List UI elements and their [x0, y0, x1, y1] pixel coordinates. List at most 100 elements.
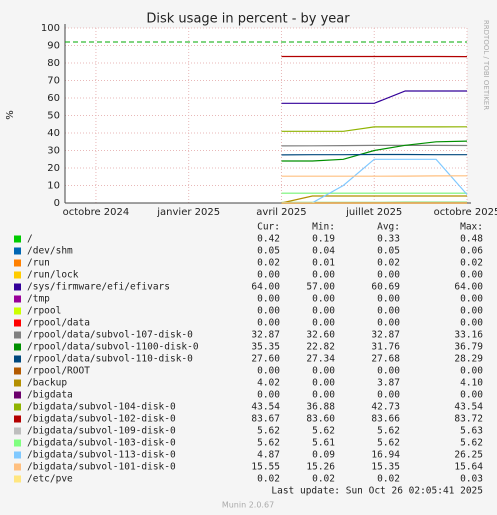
legend-label: /bigdata: [27, 390, 73, 401]
legend-label: /rpool/data/subvol-107-disk-0: [27, 330, 193, 341]
stat-value: 0.02: [257, 258, 280, 269]
stat-value: 0.00: [460, 306, 483, 317]
y-tick-label: 80: [47, 58, 60, 69]
legend-label: /: [27, 234, 33, 245]
stat-value: 0.33: [377, 234, 400, 245]
stat-value: 0.02: [377, 474, 400, 485]
stats-header: Cur:: [257, 222, 280, 233]
chart-title: Disk usage in percent - by year: [146, 12, 350, 27]
legend-swatch: [14, 379, 21, 387]
y-tick-label: 20: [47, 163, 60, 174]
legend-label: /run/lock: [27, 270, 79, 281]
stat-value: 0.00: [460, 366, 483, 377]
stat-value: 32.87: [371, 330, 400, 341]
legend-label: /bigdata/subvol-103-disk-0: [27, 438, 176, 449]
stat-value: 5.62: [257, 426, 280, 437]
stat-value: 64.00: [251, 282, 280, 293]
stat-value: 33.16: [454, 330, 483, 341]
legend-swatch: [14, 247, 21, 255]
stat-value: 43.54: [251, 402, 280, 413]
y-tick-label: 0: [54, 198, 60, 209]
stat-value: 0.00: [312, 390, 335, 401]
stat-value: 0.01: [312, 258, 335, 269]
stat-value: 15.26: [306, 462, 335, 473]
series-line: [281, 195, 467, 204]
stat-value: 0.00: [377, 306, 400, 317]
stat-value: 5.62: [257, 438, 280, 449]
stat-value: 0.00: [377, 270, 400, 281]
stat-value: 0.42: [257, 234, 280, 245]
stat-value: 0.00: [257, 318, 280, 329]
stat-value: 83.72: [454, 414, 483, 425]
x-tick-label: octobre 2024: [63, 207, 130, 218]
side-label: RRDTOOL / TOBI OETIKER: [482, 20, 490, 110]
y-tick-label: 50: [47, 111, 60, 122]
stat-value: 15.64: [454, 462, 483, 473]
stat-value: 0.04: [312, 246, 335, 257]
x-tick-label: octobre 2025: [434, 207, 497, 218]
stat-value: 0.02: [312, 474, 335, 485]
stat-value: 83.66: [371, 414, 400, 425]
stat-value: 32.87: [251, 330, 280, 341]
x-tick-label: avril 2025: [256, 207, 306, 218]
stat-value: 27.60: [251, 354, 280, 365]
stat-value: 15.55: [251, 462, 280, 473]
legend-label: /etc/pve: [27, 474, 73, 485]
stat-value: 36.88: [306, 402, 335, 413]
stat-value: 3.87: [377, 378, 400, 389]
legend-label: /tmp: [27, 294, 50, 305]
stat-value: 0.06: [460, 246, 483, 257]
stat-value: 0.00: [257, 306, 280, 317]
legend-swatch: [14, 331, 21, 339]
stat-value: 5.61: [312, 438, 335, 449]
legend-swatch: [14, 271, 21, 279]
stat-value: 0.00: [460, 318, 483, 329]
stat-value: 0.02: [460, 258, 483, 269]
stat-value: 0.48: [460, 234, 483, 245]
stat-value: 5.63: [460, 426, 483, 437]
stat-value: 0.00: [257, 294, 280, 305]
stat-value: 4.87: [257, 450, 280, 461]
stat-value: 0.05: [257, 246, 280, 257]
stat-value: 27.34: [306, 354, 335, 365]
legend-label: /rpool/data: [27, 318, 90, 329]
stat-value: 28.29: [454, 354, 483, 365]
stat-value: 0.00: [460, 270, 483, 281]
stat-value: 42.73: [371, 402, 400, 413]
stat-value: 0.00: [312, 378, 335, 389]
legend-swatch: [14, 355, 21, 363]
legend-swatch: [14, 463, 21, 471]
stat-value: 0.00: [377, 294, 400, 305]
y-tick-label: 10: [47, 181, 60, 192]
y-tick-label: 90: [47, 41, 60, 52]
series-line: [281, 144, 468, 147]
stat-value: 43.54: [454, 402, 483, 413]
legend-swatch: [14, 403, 21, 411]
stats-header: Max:: [460, 222, 483, 233]
x-tick-label: juillet 2025: [345, 207, 402, 218]
legend-label: /rpool: [27, 306, 61, 317]
y-tick-label: 40: [47, 128, 60, 139]
stat-value: 4.10: [460, 378, 483, 389]
legend-swatch: [14, 343, 21, 351]
legend-swatch: [14, 283, 21, 291]
legend-label: /bigdata/subvol-102-disk-0: [27, 414, 176, 425]
legend-label: /rpool/data/subvol-110-disk-0: [27, 354, 193, 365]
stat-value: 0.02: [377, 258, 400, 269]
stat-value: 0.00: [312, 366, 335, 377]
legend-label: /dev/shm: [27, 246, 73, 257]
stat-value: 0.00: [460, 294, 483, 305]
legend-label: /backup: [27, 378, 67, 389]
series-line: [281, 90, 467, 104]
series-line: [281, 126, 468, 132]
stat-value: 64.00: [454, 282, 483, 293]
legend-swatch: [14, 259, 21, 267]
y-tick-label: 60: [47, 93, 60, 104]
stat-value: 0.00: [257, 390, 280, 401]
stat-value: 0.09: [312, 450, 335, 461]
stat-value: 32.60: [306, 330, 335, 341]
y-tick-label: 100: [41, 23, 60, 34]
series-line: [281, 140, 468, 162]
stat-value: 83.67: [251, 414, 280, 425]
